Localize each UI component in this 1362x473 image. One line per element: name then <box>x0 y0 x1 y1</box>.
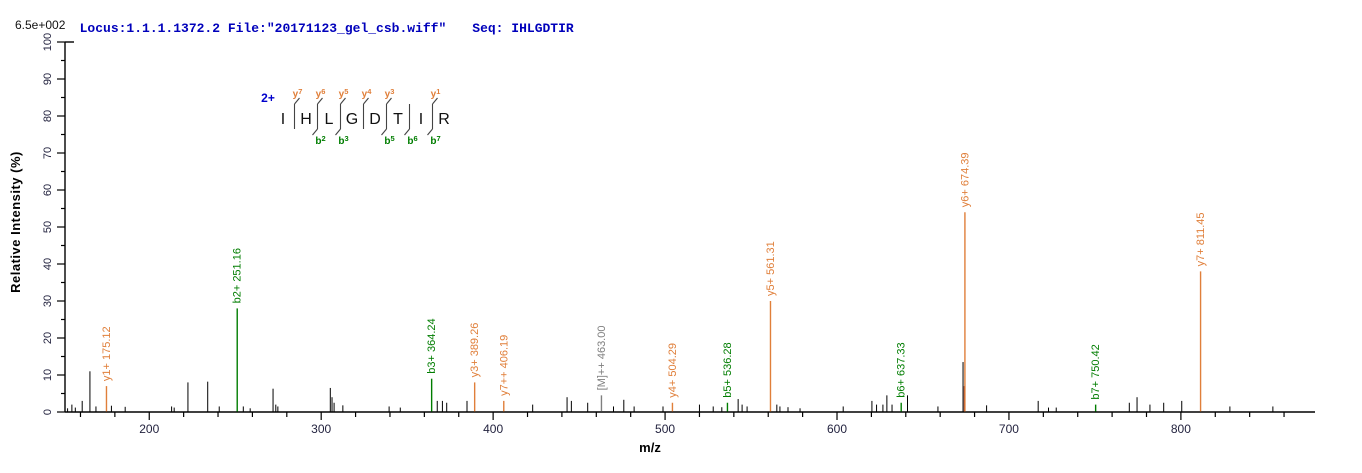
b-ion-label: b2 <box>315 134 325 147</box>
y-ion-label: y5 <box>339 87 349 100</box>
x-tick-label: 200 <box>139 422 159 436</box>
y-tick-label: 30 <box>42 295 54 307</box>
title-bar: Locus:1.1.1.1372.2 File:"20171123_gel_cs… <box>64 6 574 36</box>
residue-letter: G <box>346 111 358 128</box>
y-ion-label: y7 <box>293 87 303 100</box>
locus-file-label: Locus:1.1.1.1372.2 File:"20171123_gel_cs… <box>79 21 447 36</box>
peak-label: b5+ 536.28 <box>722 342 734 397</box>
y-fragment-mark <box>363 97 369 105</box>
x-tick-label: 400 <box>483 422 503 436</box>
y-tick-label: 100 <box>42 33 54 51</box>
residue-letter: T <box>393 111 403 128</box>
y-fragment-mark <box>294 97 300 105</box>
x-tick-label: 800 <box>1171 422 1191 436</box>
residue-letter: L <box>325 111 334 128</box>
peak-label: y1+ 175.12 <box>101 326 113 381</box>
residue-letter: R <box>438 111 450 128</box>
b-fragment-mark <box>427 128 433 136</box>
peak-label: [M]++ 463.00 <box>596 326 608 391</box>
intensity-scale-label: 6.5e+002 <box>15 18 66 32</box>
x-axis-title: m/z <box>639 440 661 455</box>
y-ion-label: y4 <box>362 87 373 100</box>
peak-label: y3+ 389.26 <box>469 323 481 378</box>
b-ion-label: b7 <box>430 134 440 147</box>
y-fragment-mark <box>317 97 323 105</box>
precursor-charge-label: 2+ <box>261 91 275 105</box>
y-tick-label: 50 <box>42 221 54 233</box>
y-ion-label: y1 <box>431 87 441 100</box>
y-tick-label: 90 <box>42 73 54 85</box>
peak-label: y4+ 504.29 <box>667 343 679 398</box>
y-tick-label: 0 <box>42 409 54 415</box>
y-tick-label: 70 <box>42 147 54 159</box>
b-ion-label: b3 <box>338 134 348 147</box>
b-fragment-mark <box>381 128 387 136</box>
peak-label: y6+ 674.39 <box>959 152 971 207</box>
y-tick-label: 40 <box>42 258 54 270</box>
peak-label: y7+ 811.45 <box>1195 212 1207 266</box>
peak-label: b7+ 750.42 <box>1090 344 1102 399</box>
y-tick-label: 60 <box>42 184 54 196</box>
sequence-label: Seq: IHLGDTIR <box>472 21 574 36</box>
peak-label: y7++ 406.19 <box>498 335 510 396</box>
peak-label: b3+ 364.24 <box>426 318 438 373</box>
y-tick-label: 10 <box>42 369 54 381</box>
x-tick-label: 700 <box>999 422 1019 436</box>
y-fragment-mark <box>340 97 346 105</box>
b-ion-label: b5 <box>384 134 394 147</box>
residue-letter: I <box>281 111 285 128</box>
y-tick-label: 80 <box>42 110 54 122</box>
x-tick-label: 600 <box>827 422 847 436</box>
y-ion-label: y3 <box>385 87 395 100</box>
residue-letter: H <box>300 111 312 128</box>
b-fragment-mark <box>335 128 341 136</box>
y-ion-label: y6 <box>316 87 326 100</box>
y-tick-label: 20 <box>42 332 54 344</box>
y-fragment-mark <box>386 97 392 105</box>
y-fragment-mark <box>432 97 438 105</box>
b-ion-label: b6 <box>407 134 417 147</box>
b-fragment-mark <box>312 128 318 136</box>
residue-letter: D <box>369 111 381 128</box>
peak-label: y5+ 561.31 <box>765 241 777 296</box>
residue-letter: I <box>419 111 423 128</box>
x-tick-label: 300 <box>311 422 331 436</box>
b-fragment-mark <box>404 128 410 136</box>
peak-label: b6+ 637.33 <box>896 342 908 397</box>
peak-label: b2+ 251.16 <box>232 248 244 303</box>
x-tick-label: 500 <box>655 422 675 436</box>
